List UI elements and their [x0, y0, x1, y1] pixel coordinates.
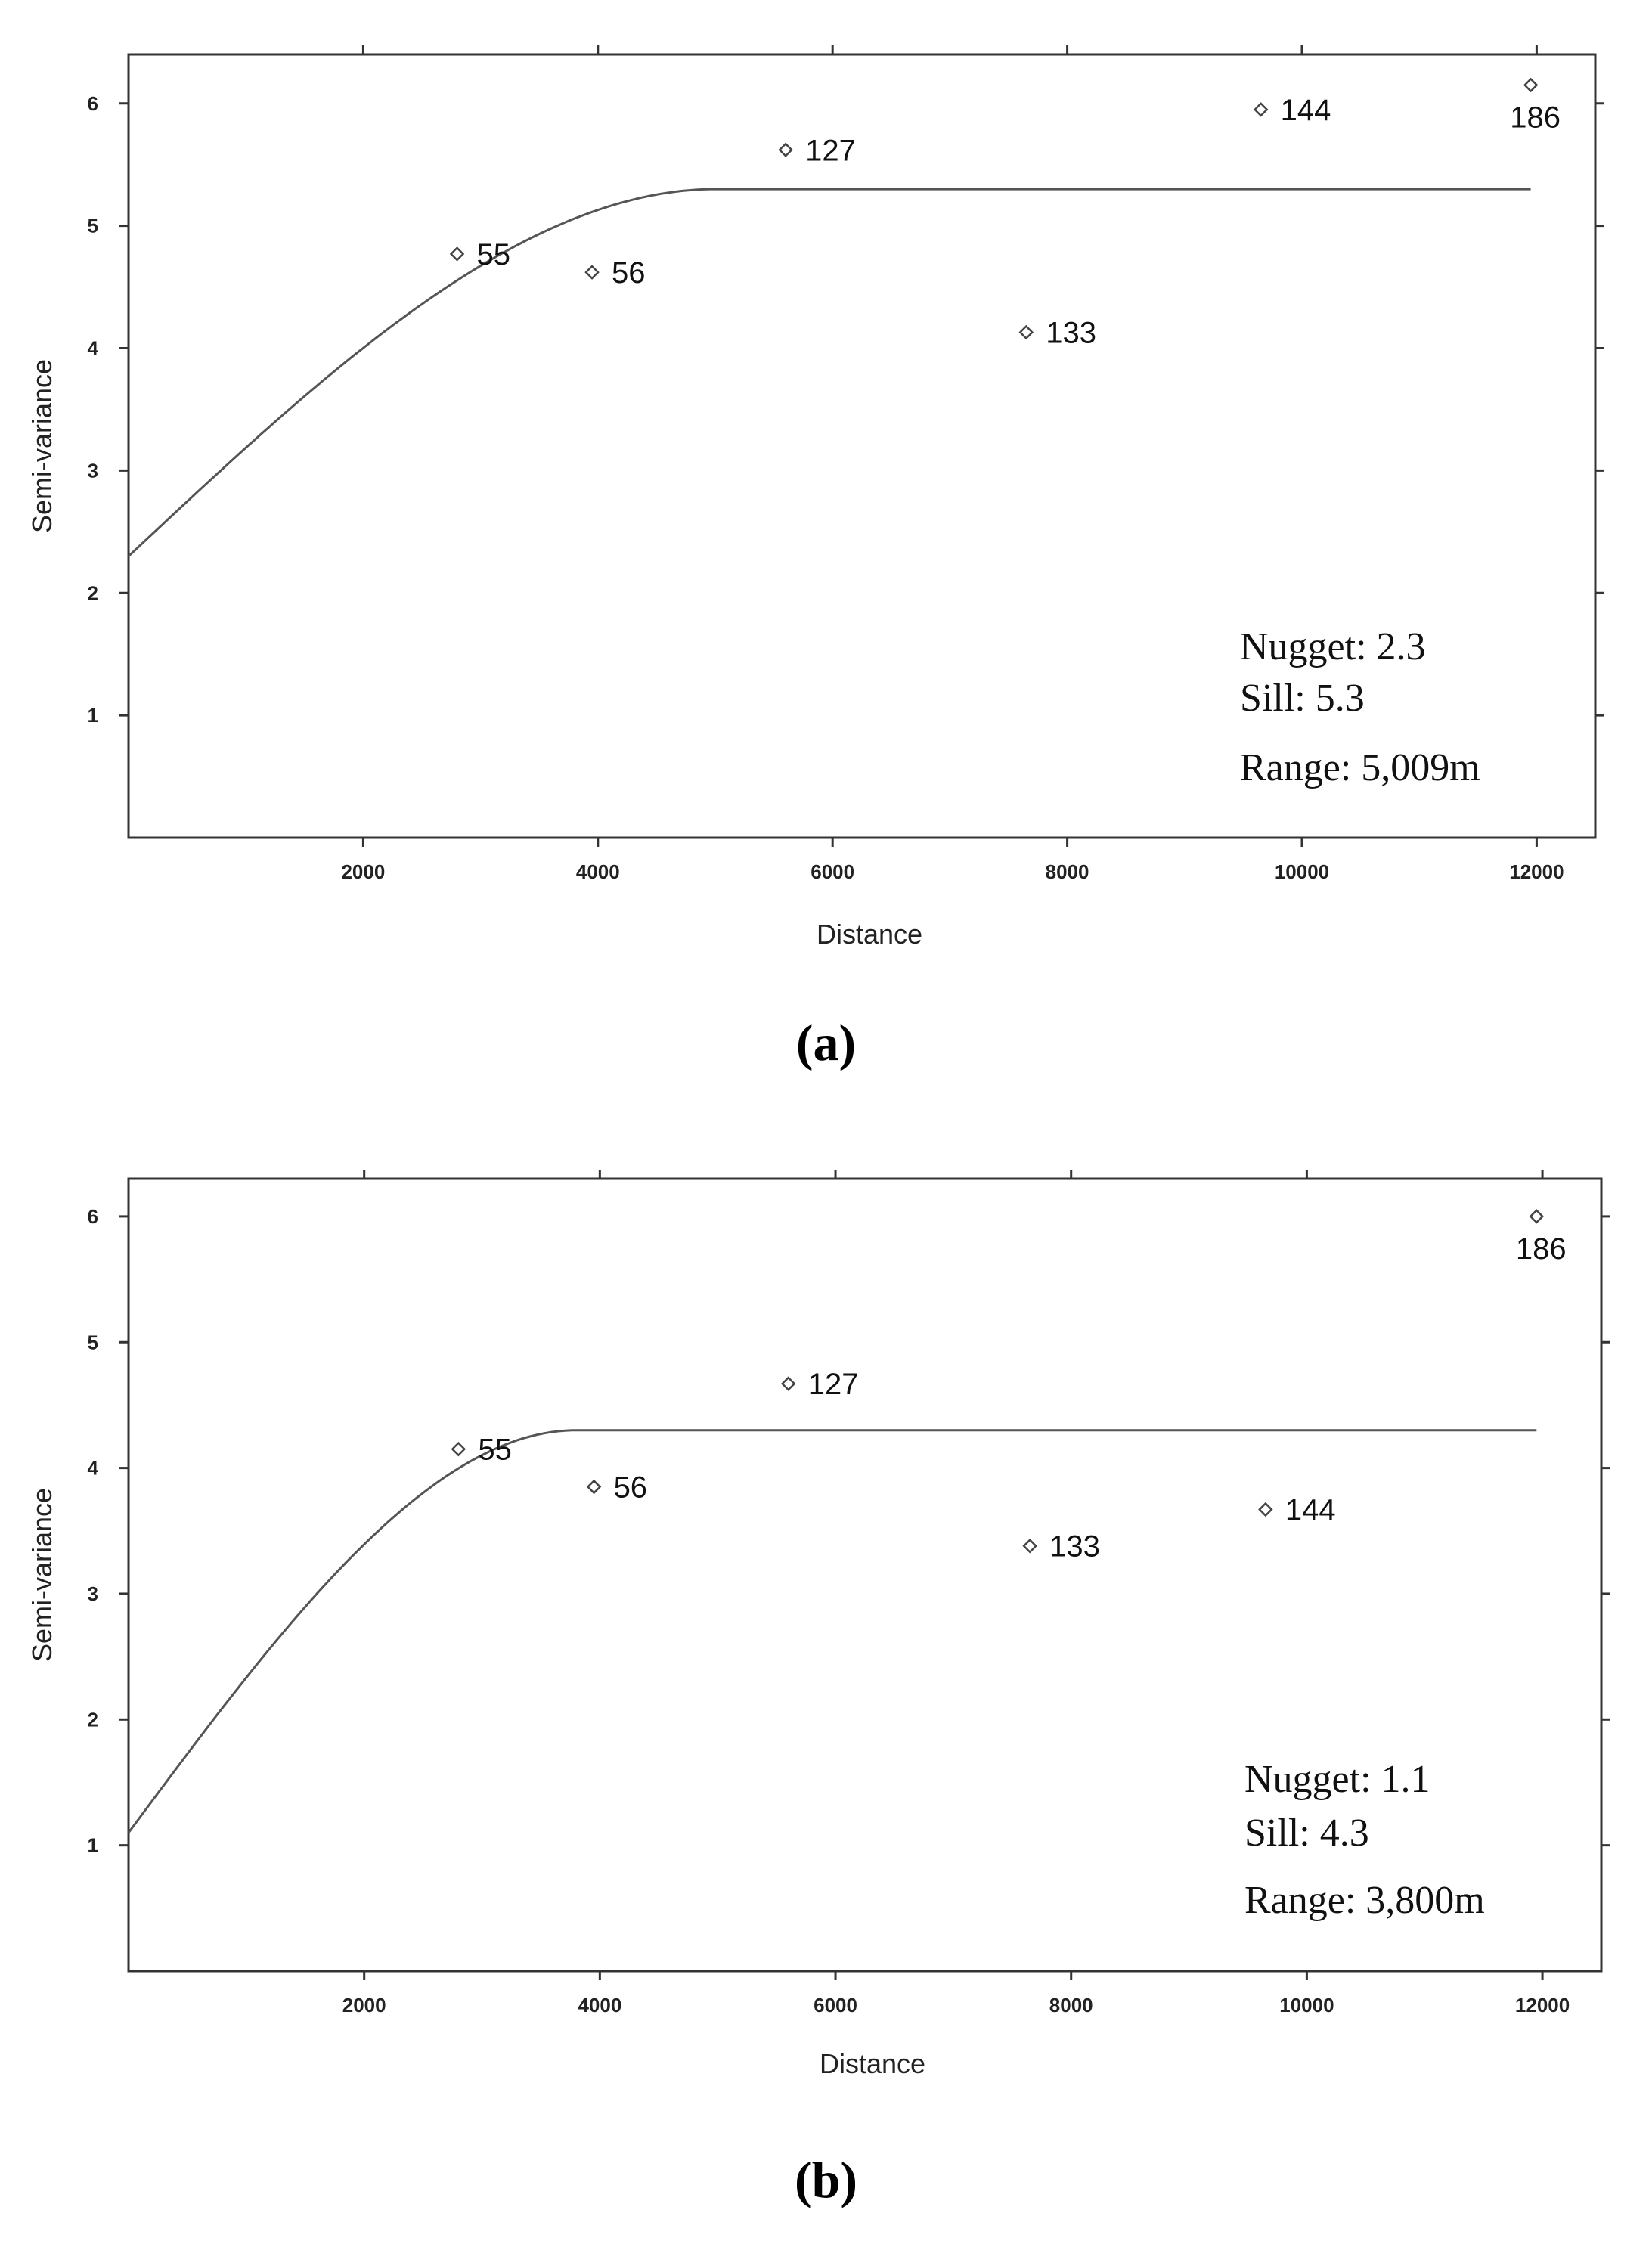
data-point-label: 133: [1046, 316, 1096, 349]
x-axis-label: Distance: [817, 919, 922, 950]
model-annotation: Range: 3,800m: [1244, 1879, 1485, 1922]
data-point-label: 127: [805, 134, 856, 167]
model-annotation: Range: 5,009m: [1240, 746, 1480, 789]
data-point: [1018, 324, 1034, 340]
plot-frame: [127, 53, 1597, 839]
chart-panel-b: 2000 4000 6000 8000 10000 12000 1 2 3 4 5 6 Distance…: [0, 1124, 1652, 2247]
data-point: [584, 265, 600, 280]
y-tick-label: 6: [88, 92, 98, 115]
panel-label-b: (b): [794, 2151, 858, 2208]
chart-a: 2000 4000 6000 8000 10000 12000123456Distance…: [26, 45, 1604, 950]
y-tick-label: 2: [88, 1708, 98, 1731]
data-point: [778, 142, 793, 158]
y-tick-label: 5: [88, 215, 98, 237]
data-point-label: 56: [612, 256, 646, 290]
plot-frame: [127, 1177, 1603, 1973]
x-axis-label: Distance: [820, 2048, 925, 2079]
data-point-label: 127: [808, 1368, 859, 1401]
y-axis-label: Semi-variance: [26, 1488, 57, 1662]
chart-panel-a: 2000 4000 6000 8000 10000 12000 1 2 3 4 5 6 Distance…: [26, 45, 1604, 1071]
data-point: [1258, 1502, 1273, 1517]
x-tick-label: 8000: [1046, 860, 1089, 883]
data-point: [780, 1376, 796, 1391]
y-axis-label: Semi-variance: [26, 359, 57, 533]
data-point-label: 133: [1049, 1530, 1100, 1564]
model-annotation: Sill: 4.3: [1244, 1812, 1369, 1855]
data-point-label: 56: [614, 1471, 648, 1505]
data-point: [1253, 102, 1269, 117]
x-tick-label: 12000: [1509, 860, 1564, 883]
data-point: [449, 246, 465, 262]
y-tick-label: 5: [88, 1331, 98, 1353]
data-point: [1523, 77, 1539, 93]
x-tick-label: 10000: [1275, 860, 1329, 883]
model-curve: [127, 188, 1531, 557]
y-tick-label: 4: [88, 337, 99, 360]
x-tick-label: 4000: [576, 860, 620, 883]
data-point: [1022, 1538, 1037, 1554]
x-tick-label: 2000: [341, 860, 385, 883]
data-point-label: 186: [1510, 101, 1561, 134]
panel-label-a: (a): [795, 1014, 857, 1071]
y-tick-label: 3: [88, 1582, 98, 1605]
data-point-label: 55: [477, 238, 511, 271]
model-curve: [127, 1429, 1537, 1833]
x-tick-label: 2000: [342, 1994, 386, 2016]
y-tick-label: 1: [88, 704, 98, 727]
data-point-label: 186: [1516, 1232, 1567, 1266]
data-point: [451, 1441, 466, 1457]
y-tick-label: 3: [88, 459, 98, 482]
data-point-label: 144: [1281, 94, 1331, 127]
chart-b: 2000 4000 6000 8000 10000 12000123456Distance…: [26, 1170, 1610, 2079]
y-tick-label: 1: [88, 1834, 98, 1857]
model-annotation: Nugget: 1.1: [1244, 1758, 1430, 1801]
y-tick-label: 6: [88, 1205, 98, 1228]
y-tick-label: 2: [88, 581, 98, 604]
data-point: [1529, 1209, 1545, 1224]
x-tick-label: 4000: [578, 1994, 621, 2016]
x-tick-label: 6000: [814, 1994, 857, 2016]
model-annotation: Nugget: 2.3: [1240, 625, 1426, 668]
data-point: [586, 1479, 602, 1495]
y-tick-label: 4: [88, 1457, 99, 1480]
data-point-label: 144: [1285, 1493, 1336, 1526]
x-tick-label: 10000: [1279, 1994, 1334, 2016]
model-annotation: Sill: 5.3: [1240, 677, 1365, 720]
x-tick-label: 12000: [1515, 1994, 1570, 2016]
x-tick-label: 8000: [1049, 1994, 1093, 2016]
x-tick-label: 6000: [811, 860, 854, 883]
data-point-label: 55: [478, 1433, 512, 1467]
